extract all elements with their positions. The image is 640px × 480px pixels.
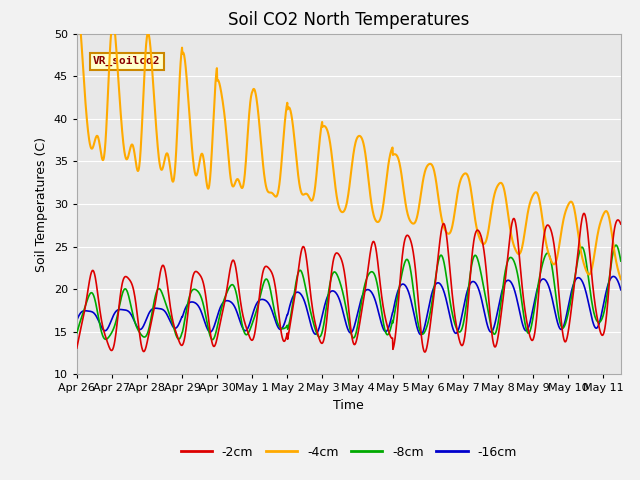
-2cm <box>137 341 145 347</box>
-4cm <box>138 134 145 140</box>
X-axis label: Time: Time <box>333 399 364 412</box>
-16cm <box>383 328 390 334</box>
-16cm <box>610 274 618 279</box>
-2cm <box>115 304 123 310</box>
-2cm <box>315 335 323 340</box>
Line: -4cm: -4cm <box>77 11 621 279</box>
Line: -8cm: -8cm <box>77 245 621 340</box>
-2cm <box>73 345 81 351</box>
-8cm <box>209 337 216 343</box>
-16cm <box>115 307 123 312</box>
-4cm <box>325 134 333 140</box>
-4cm <box>617 276 625 282</box>
Y-axis label: Soil Temperatures (C): Soil Temperatures (C) <box>35 136 48 272</box>
Line: -2cm: -2cm <box>77 214 621 352</box>
-16cm <box>325 291 333 297</box>
-4cm <box>304 192 312 198</box>
-4cm <box>316 142 323 148</box>
-16cm <box>417 332 425 337</box>
-4cm <box>383 174 390 180</box>
Line: -16cm: -16cm <box>77 276 621 335</box>
-2cm <box>421 349 429 355</box>
-2cm <box>304 265 312 271</box>
-16cm <box>73 317 81 323</box>
-2cm <box>383 320 390 325</box>
-8cm <box>612 242 620 248</box>
-8cm <box>304 297 312 303</box>
-8cm <box>325 286 333 292</box>
-8cm <box>73 330 81 336</box>
-2cm <box>617 221 625 227</box>
-4cm <box>115 90 123 96</box>
Text: VR_soilco2: VR_soilco2 <box>93 56 161 67</box>
-8cm <box>137 332 145 337</box>
-2cm <box>325 297 333 303</box>
-8cm <box>316 334 323 340</box>
Legend: -2cm, -4cm, -8cm, -16cm: -2cm, -4cm, -8cm, -16cm <box>175 441 522 464</box>
-16cm <box>315 326 323 332</box>
-16cm <box>617 287 625 293</box>
-16cm <box>304 309 312 315</box>
-4cm <box>74 8 82 14</box>
-4cm <box>73 12 81 18</box>
-2cm <box>580 211 588 216</box>
-16cm <box>137 326 145 332</box>
Title: Soil CO2 North Temperatures: Soil CO2 North Temperatures <box>228 11 470 29</box>
-8cm <box>115 306 123 312</box>
-8cm <box>617 258 625 264</box>
-8cm <box>383 332 390 337</box>
